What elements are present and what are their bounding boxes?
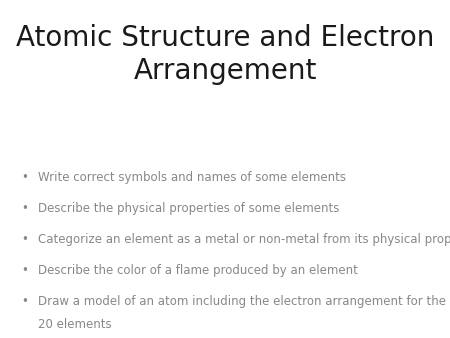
Text: Write correct symbols and names of some elements: Write correct symbols and names of some … bbox=[38, 171, 346, 184]
Text: 20 elements: 20 elements bbox=[38, 318, 112, 331]
Text: Categorize an element as a metal or non-metal from its physical properties: Categorize an element as a metal or non-… bbox=[38, 233, 450, 246]
Text: Describe the physical properties of some elements: Describe the physical properties of some… bbox=[38, 202, 340, 215]
Text: •: • bbox=[21, 264, 28, 277]
Text: Describe the color of a flame produced by an element: Describe the color of a flame produced b… bbox=[38, 264, 358, 277]
Text: •: • bbox=[21, 233, 28, 246]
Text: •: • bbox=[21, 295, 28, 308]
Text: Atomic Structure and Electron
Arrangement: Atomic Structure and Electron Arrangemen… bbox=[16, 24, 434, 85]
Text: Draw a model of an atom including the electron arrangement for the first: Draw a model of an atom including the el… bbox=[38, 295, 450, 308]
Text: •: • bbox=[21, 202, 28, 215]
Text: •: • bbox=[21, 171, 28, 184]
